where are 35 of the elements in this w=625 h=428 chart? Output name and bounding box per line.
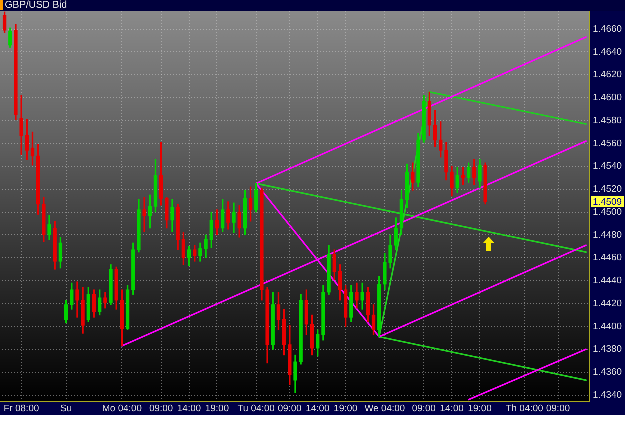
x-tick-label: 09:00 (546, 403, 570, 414)
x-tick-label: 14:00 (440, 403, 464, 414)
x-tick-label: Tu 04:00 (238, 403, 275, 414)
x-tick-label: Fr 08:00 (4, 403, 40, 414)
y-tick-label: 1.4480 (593, 230, 622, 241)
y-tick-label: 1.4420 (593, 298, 622, 310)
chart-title: GBP/USD Bid (5, 0, 68, 11)
x-tick-label: 14:00 (177, 403, 202, 414)
x-tick-label: 14:00 (306, 403, 330, 414)
x-tick-label: 09:00 (412, 403, 436, 414)
y-tick-label: 1.4440 (593, 276, 622, 287)
x-tick-label: 19:00 (468, 403, 492, 414)
y-tick-label: 1.4540 (593, 161, 622, 172)
y-tick-label: 1.4580 (593, 115, 622, 126)
x-tick-label: 09:00 (149, 403, 174, 414)
y-tick-label: 1.4360 (593, 367, 622, 378)
x-tick-label: 19:00 (205, 403, 230, 414)
x-tick-label: Th 04:00 (506, 403, 544, 414)
x-tick-label: 09:00 (278, 403, 302, 414)
y-tick-label: 1.4620 (593, 70, 622, 81)
x-tick-label: 19:00 (334, 403, 358, 414)
x-tick-label: Mo 04:00 (102, 403, 142, 414)
y-tick-label: 1.4460 (593, 252, 622, 264)
y-tick-label: 1.4500 (593, 206, 622, 218)
annotation: 1.4509 (593, 197, 622, 208)
y-tick-label: 1.4340 (593, 390, 622, 401)
y-tick-label: 1.4400 (593, 321, 622, 332)
x-tick-label: We 04:00 (364, 403, 406, 414)
y-tick-label: 1.4640 (593, 46, 622, 58)
y-tick-label: 1.4560 (593, 138, 622, 150)
y-tick-label: 1.4660 (593, 24, 622, 35)
y-tick-label: 1.4380 (593, 344, 622, 356)
y-tick-label: 1.4600 (593, 92, 622, 104)
y-tick-label: 1.4520 (593, 184, 622, 196)
x-tick-label: Su (60, 403, 72, 414)
